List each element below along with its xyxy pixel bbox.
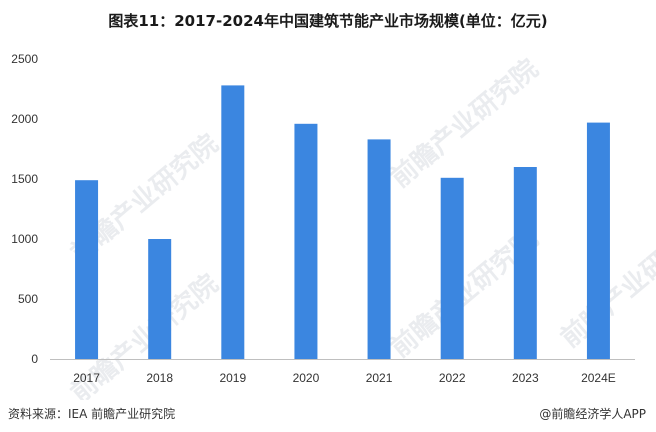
y-tick-label: 1000 <box>11 232 38 246</box>
x-tick-label: 2022 <box>439 371 466 385</box>
x-tick-label: 2024E <box>581 371 616 385</box>
y-tick-label: 2000 <box>11 112 38 126</box>
x-tick-label: 2021 <box>366 371 393 385</box>
y-tick-label: 500 <box>18 292 38 306</box>
x-tick-label: 2018 <box>146 371 173 385</box>
bar-2024E <box>586 122 610 359</box>
x-tick-label: 2020 <box>293 371 320 385</box>
bar-2020 <box>294 123 318 359</box>
bar-2019 <box>221 85 245 360</box>
bar-2017 <box>75 180 99 359</box>
bar-chart: 前瞻产业研究院前瞻产业研究院前瞻产业研究院前瞻产业研究院前瞻产业研究院 0500… <box>11 52 656 400</box>
x-axis: 2017 2018 2019 2020 2021 2022 2023 2024E <box>50 359 635 385</box>
source-note: 资料来源：IEA 前瞻产业研究院 <box>8 407 176 421</box>
chart-title: 图表11：2017-2024年中国建筑节能产业市场规模(单位：亿元) <box>108 12 548 30</box>
bar-2021 <box>367 139 391 359</box>
x-tick-label: 2023 <box>512 371 539 385</box>
x-tick-label: 2017 <box>73 371 100 385</box>
y-axis: 0 500 1000 1500 2000 2500 <box>11 52 38 366</box>
y-tick-label: 1500 <box>11 172 38 186</box>
bar-2018 <box>148 239 172 359</box>
bar-series <box>75 85 610 360</box>
y-tick-label: 2500 <box>11 52 38 66</box>
x-tick-label: 2019 <box>219 371 246 385</box>
bar-2022 <box>440 177 464 359</box>
brand-credit: @前瞻经济学人APP <box>539 407 646 421</box>
bar-2023 <box>513 167 537 359</box>
y-tick-label: 0 <box>31 352 38 366</box>
